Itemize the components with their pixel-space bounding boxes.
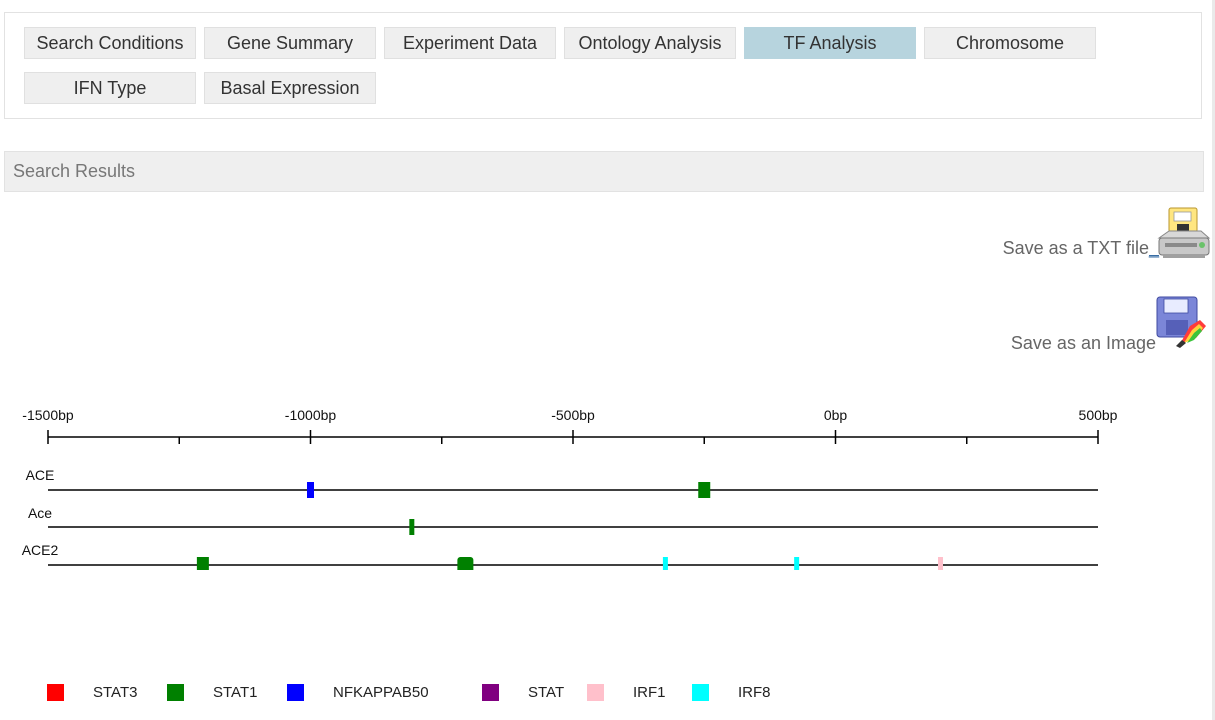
tf-binding-site (307, 482, 314, 498)
save-image-label: Save as an Image (1010, 333, 1156, 353)
legend-label-stat: STAT (528, 684, 565, 701)
gene-label: ACE2 (22, 542, 59, 558)
legend-label-stat1: STAT1 (213, 684, 258, 701)
legend-swatch-nfkappab50 (287, 684, 304, 701)
printer-floppy-icon[interactable] (1155, 205, 1211, 261)
search-results-title: Search Results (13, 161, 136, 181)
tf-binding-site (409, 519, 415, 535)
floppy-paint-icon[interactable] (1156, 296, 1208, 348)
save-txt-link[interactable]: Save as a TXT file_ (1003, 238, 1159, 259)
tab-experiment-data[interactable]: Experiment Data (384, 27, 556, 59)
chart-legend: STAT3 STAT1 NFKAPPAB50 STAT IRF1 IRF8 (0, 676, 1215, 708)
tf-binding-site (457, 557, 474, 570)
legend-label-irf1: IRF1 (633, 684, 666, 701)
save-txt-label: Save as a TXT file (1002, 238, 1149, 258)
save-txt-underscore[interactable]: _ (1148, 238, 1159, 258)
tf-binding-site (794, 557, 800, 570)
tab-ontology-analysis[interactable]: Ontology Analysis (564, 27, 736, 59)
tf-binding-site (196, 557, 209, 570)
tab-basal-expression[interactable]: Basal Expression (204, 72, 376, 104)
legend-swatch-irf1 (587, 684, 604, 701)
axis-tick-label: 0bp (824, 407, 848, 423)
scrollbar-track[interactable] (1212, 0, 1215, 720)
legend-swatch-stat1 (167, 684, 184, 701)
tf-binding-chart: -1500bp -1000bp -500bp 0bp 500bp ACE Ace ACE2 (22, 407, 1118, 570)
axis-tick-label: -1000bp (285, 407, 337, 423)
save-image-link[interactable]: Save as an Image (1011, 333, 1156, 354)
tab-chromosome[interactable]: Chromosome (924, 27, 1096, 59)
search-results-bar: Search Results (4, 151, 1204, 192)
gene-label: Ace (28, 505, 52, 521)
legend-label-irf8: IRF8 (738, 684, 771, 701)
tab-gene-summary[interactable]: Gene Summary (204, 27, 376, 59)
legend-label-stat3: STAT3 (93, 684, 138, 701)
tf-binding-site (938, 557, 943, 570)
legend-label-nfkappab50: NFKAPPAB50 (333, 684, 429, 701)
legend-swatch-stat3 (47, 684, 64, 701)
axis-tick-label: -1500bp (22, 407, 74, 423)
legend-swatch-irf8 (692, 684, 709, 701)
tab-search-conditions[interactable]: Search Conditions (24, 27, 196, 59)
legend-swatch-stat (482, 684, 499, 701)
tf-binding-site (698, 482, 711, 498)
tf-binding-site (662, 557, 668, 570)
axis-tick-label: 500bp (1079, 407, 1118, 423)
axis-tick-label: -500bp (551, 407, 595, 423)
tab-ifn-type[interactable]: IFN Type (24, 72, 196, 104)
gene-label: ACE (26, 467, 55, 483)
tab-tf-analysis[interactable]: TF Analysis (744, 27, 916, 59)
